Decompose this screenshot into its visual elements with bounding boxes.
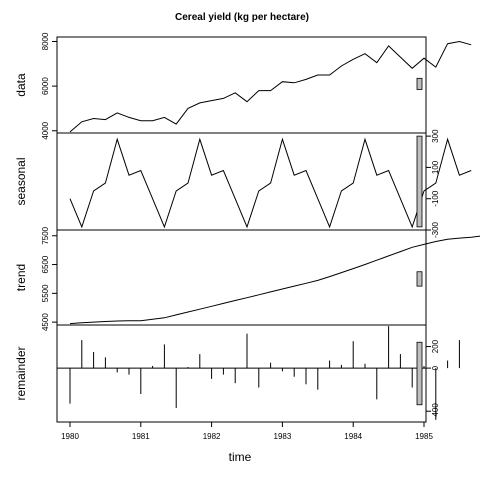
y-axis-label-data: data: [14, 73, 28, 97]
y-tick-label-trend: 5500: [41, 284, 50, 302]
panel-frame-seasonal: [57, 133, 426, 230]
y-tick-label-seasonal: -100: [431, 190, 440, 207]
x-tick-label: 1985: [415, 432, 433, 441]
x-tick-label: 1983: [274, 432, 292, 441]
y-tick-label-seasonal: -300: [431, 221, 440, 238]
panel-data: 4000 6000 8000 data: [14, 32, 471, 140]
x-tick-label: 1982: [203, 432, 221, 441]
chart-title: Cereal yield (kg per hectare): [175, 12, 309, 23]
y-tick-label-remainder: 200: [431, 339, 440, 353]
series-line-data: [70, 42, 471, 132]
scale-bar-remainder: [417, 342, 422, 405]
panel-frame-data: [57, 37, 426, 133]
y-tick-label-trend: 7500: [41, 226, 50, 244]
y-tick-label-data: 8000: [41, 32, 50, 50]
panel-trend: 4500 5500 6500 7500 trend: [14, 226, 480, 331]
x-axis-title: time: [229, 450, 252, 464]
y-tick-label-remainder: 0: [431, 365, 440, 370]
y-tick-label-data: 6000: [41, 77, 50, 95]
y-axis-label-trend: trend: [14, 264, 28, 291]
y-tick-label-trend: 6500: [41, 255, 50, 273]
scale-bar-data: [417, 78, 422, 89]
y-axis-label-seasonal: seasonal: [14, 157, 28, 205]
x-tick-label: 1981: [132, 432, 150, 441]
y-tick-label-remainder: -400: [431, 403, 440, 420]
y-tick-label-seasonal: 300: [431, 129, 440, 143]
panel-seasonal: -300 -100 100 300 seasonal: [14, 129, 471, 238]
series-line-seasonal: [70, 139, 471, 227]
panel-frame-trend: [57, 230, 426, 325]
y-axis-label-remainder: remainder: [14, 346, 28, 400]
panel-remainder: -400 0 200 remainder: [14, 325, 471, 422]
y-tick-label-seasonal: 100: [431, 160, 440, 174]
scale-bar-trend: [417, 272, 422, 286]
x-tick-label: 1980: [61, 432, 79, 441]
panel-frame-remainder: [57, 325, 426, 422]
y-tick-label-data: 4000: [41, 121, 50, 139]
y-tick-label-trend: 4500: [41, 313, 50, 331]
panels-group: 4000 6000 8000 data -300 -100 100 300 seasonal 45…: [14, 32, 480, 441]
scale-bar-seasonal: [417, 136, 422, 227]
x-tick-label: 1984: [344, 432, 362, 441]
